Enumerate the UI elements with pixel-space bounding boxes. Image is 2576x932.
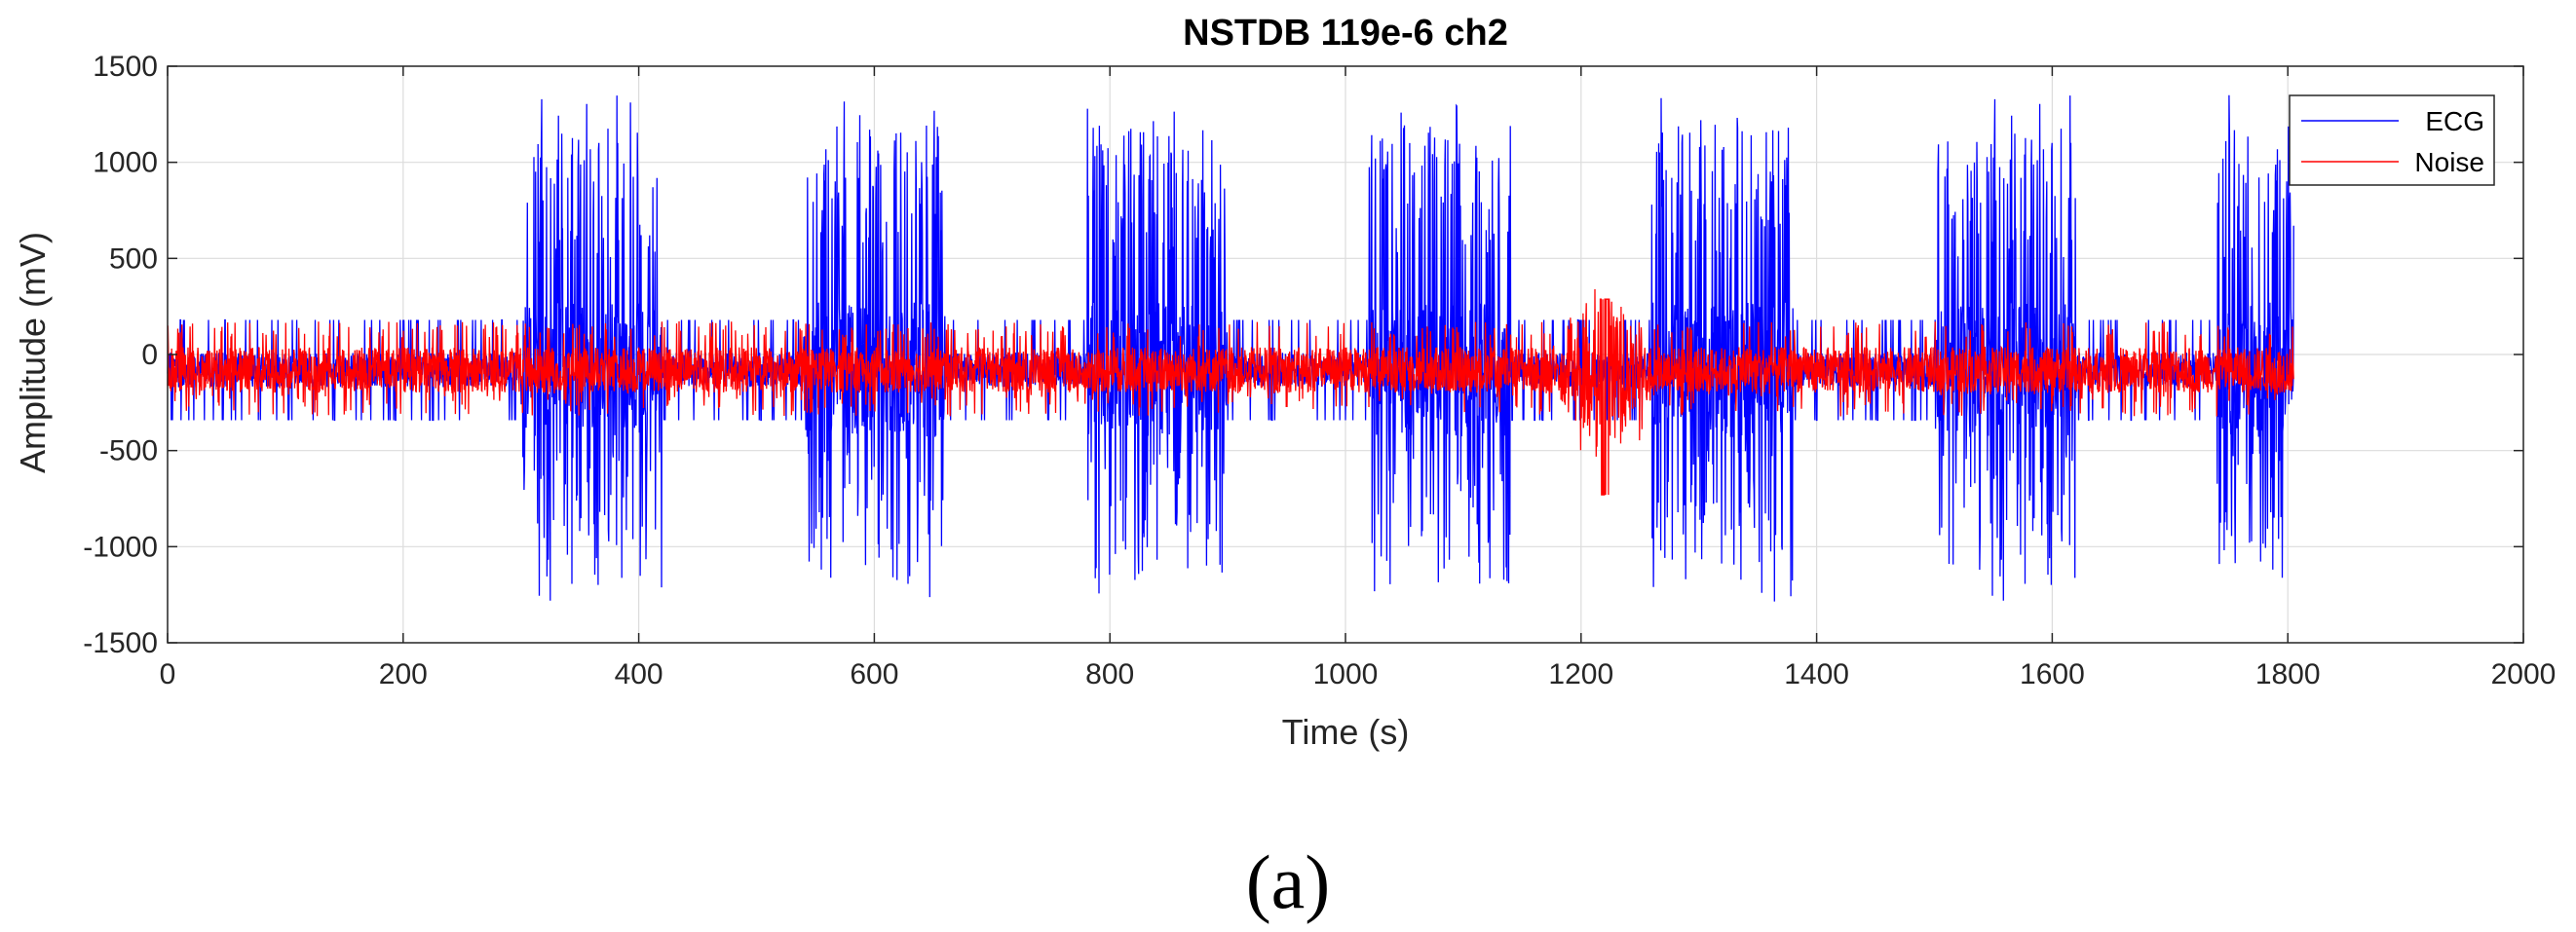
legend: ECG Noise — [2289, 94, 2495, 186]
x-tick-label: 1800 — [2255, 658, 2321, 690]
x-tick-label: 0 — [160, 658, 176, 690]
legend-box — [2289, 94, 2495, 186]
x-tick-label: 1600 — [2020, 658, 2085, 690]
y-tick-label: 1500 — [93, 51, 158, 83]
y-tick-label: 0 — [141, 339, 158, 371]
x-tick-label: 1200 — [1548, 658, 1613, 690]
x-tick-label: 800 — [1085, 658, 1134, 690]
x-tick-label: 200 — [379, 658, 428, 690]
y-axis-ticks: -1500 -1000 -500 0 500 1000 1500 — [83, 51, 2523, 659]
series-layer — [167, 94, 2294, 602]
chart-title: NSTDB 119e-6 ch2 — [1183, 13, 1508, 54]
x-tick-label: 1400 — [1784, 658, 1849, 690]
x-tick-label: 400 — [615, 658, 663, 690]
x-tick-label: 1000 — [1313, 658, 1379, 690]
y-tick-label: -500 — [99, 435, 158, 467]
x-axis-label: Time (s) — [1282, 712, 1410, 752]
series-noise-line — [167, 288, 2294, 496]
x-tick-label: 2000 — [2491, 658, 2557, 690]
y-tick-label: -1500 — [83, 627, 158, 659]
y-axis-label: Amplitude (mV) — [13, 232, 53, 473]
legend-noise-label: Noise — [2414, 147, 2484, 177]
x-axis-ticks: 0 200 400 600 800 1000 1200 1400 1600 1800 2000 — [160, 66, 2557, 690]
y-tick-label: 500 — [109, 242, 158, 275]
legend-ecg-label: ECG — [2425, 106, 2484, 136]
y-tick-label: 1000 — [93, 147, 158, 179]
panel-label: (a) — [1246, 839, 1331, 924]
y-tick-label: -1000 — [83, 531, 158, 563]
x-tick-label: 600 — [850, 658, 898, 690]
